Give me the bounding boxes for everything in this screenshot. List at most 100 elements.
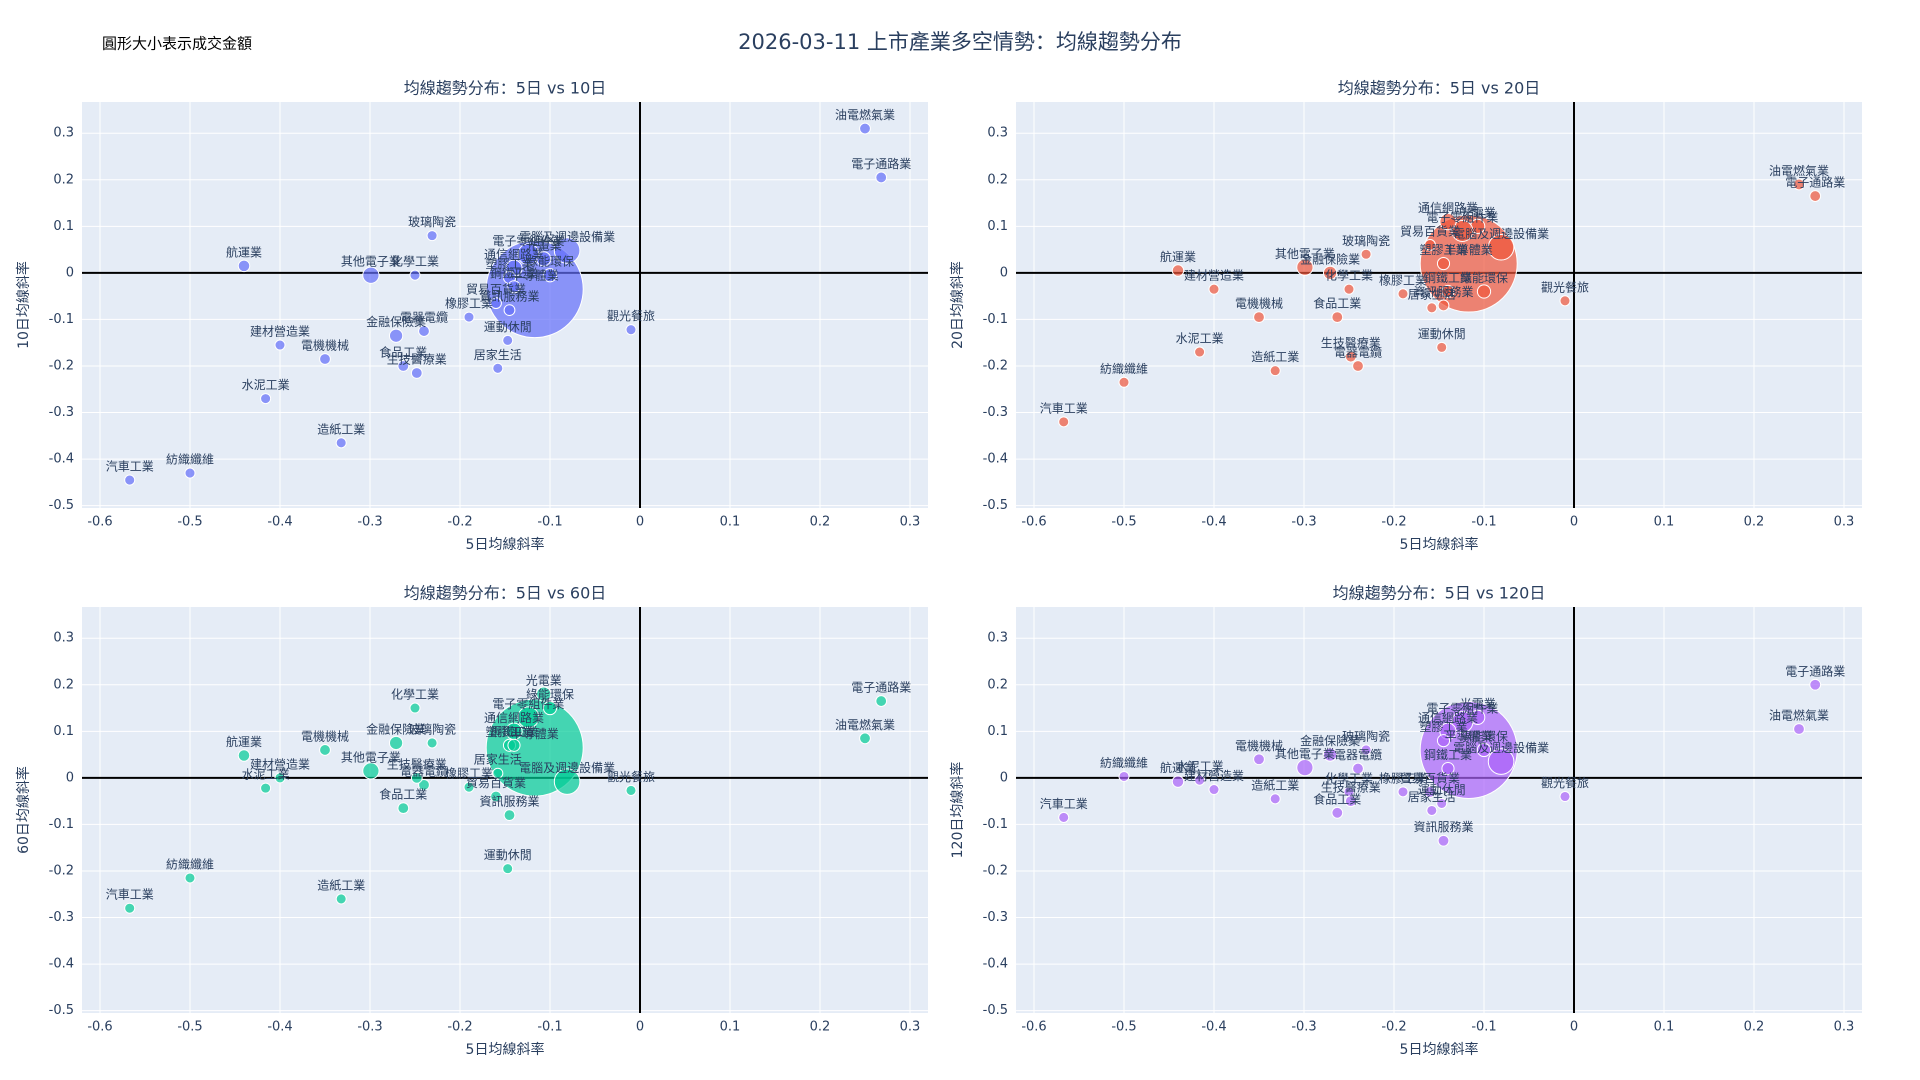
bubble: [260, 782, 272, 794]
bubble: [388, 328, 404, 343]
x-tick-label: -0.1: [537, 515, 562, 530]
point-label: 塑膠工業: [485, 256, 533, 271]
point-label: 塑膠工業: [1419, 242, 1467, 257]
plot-area: [1016, 607, 1862, 1013]
bubble: [490, 297, 502, 310]
y-tick-label: 0: [66, 265, 74, 280]
bubble: [426, 737, 438, 749]
point-label: 玻璃陶瓷: [408, 721, 456, 736]
x-tick-label: -0.3: [1291, 1020, 1316, 1035]
subplot-title: 均線趨勢分布：5日 vs 20日: [1338, 79, 1541, 98]
bubble: [542, 268, 558, 283]
size-note: 圓形大小表示成交金額: [102, 35, 252, 53]
point-label: 汽車工業: [1040, 400, 1088, 415]
y-axis-label: 120日均線斜率: [949, 762, 966, 859]
point-label: 電機機械: [1235, 738, 1283, 753]
bubble: [1441, 284, 1455, 299]
bubble: [397, 802, 410, 815]
point-label: 水泥工業: [242, 768, 290, 782]
bubble: [517, 706, 540, 729]
point-label: 居家生活: [1408, 286, 1456, 301]
point-label: 其他電子業: [341, 255, 401, 269]
bubble: [274, 339, 286, 351]
x-tick-label: 0.1: [1654, 1020, 1675, 1035]
point-label: 橡膠工業: [445, 767, 493, 781]
bubble: [463, 781, 475, 793]
bubble: [124, 474, 136, 486]
figure-title: 2026-03-11 上市產業多空情勢：均線趨勢分布: [738, 30, 1182, 54]
point-label: 金融保險業: [1300, 733, 1360, 748]
y-tick-label: 0.2: [53, 677, 74, 692]
x-tick-label: -0.1: [1471, 1020, 1496, 1035]
point-label: 電機機械: [1235, 296, 1283, 311]
y-axis-label: 20日均線斜率: [949, 261, 966, 349]
point-label: 橡膠工業: [1379, 771, 1427, 785]
point-label: 航運業: [226, 734, 262, 749]
bubble: [1331, 311, 1344, 324]
y-tick-label: -0.1: [49, 817, 74, 832]
bubble: [237, 749, 251, 762]
x-tick-label: 0.3: [900, 1020, 921, 1035]
point-label: 電機機械: [301, 728, 349, 743]
x-tick-label: -0.5: [1111, 515, 1136, 530]
point-label: 電子通路業: [1785, 175, 1845, 190]
bubble: [1437, 299, 1450, 312]
y-tick-label: -0.1: [983, 817, 1008, 832]
bubble: [1322, 747, 1338, 762]
x-tick-label: -0.6: [1021, 515, 1046, 530]
y-tick-label: -0.1: [49, 312, 74, 327]
point-label: 通信網路業: [1418, 710, 1478, 725]
bubble: [1208, 283, 1220, 295]
point-label: 半導體業: [1445, 729, 1493, 743]
y-tick-label: -0.4: [49, 957, 74, 972]
point-label: 建材營造業: [250, 757, 310, 771]
point-label: 紡織纖維: [166, 856, 214, 871]
point-label: 綠能環保: [1460, 729, 1508, 743]
bubble: [875, 171, 888, 184]
point-label: 觀光餐旅: [1541, 775, 1589, 790]
point-label: 電器電纜: [1334, 748, 1382, 762]
point-label: 其他電子業: [341, 750, 401, 764]
x-tick-label: 0.3: [1834, 1020, 1855, 1035]
bubble: [1360, 248, 1372, 260]
point-label: 運動休閒: [484, 320, 532, 334]
point-label: 建材營造業: [1184, 269, 1244, 283]
bubble: [237, 259, 251, 273]
y-tick-label: -0.2: [983, 358, 1008, 373]
bubble: [503, 304, 516, 317]
bubble: [463, 311, 475, 323]
y-tick-label: 0.2: [987, 172, 1008, 187]
bubble: [335, 893, 347, 905]
point-label: 金融保險業: [1300, 251, 1360, 266]
bubble: [1436, 797, 1448, 810]
bubble: [1253, 311, 1265, 324]
point-label: 塑膠工業: [485, 724, 533, 739]
bubble: [1437, 834, 1450, 847]
y-tick-label: -0.2: [983, 863, 1008, 878]
y-tick-label: -0.5: [49, 1003, 74, 1018]
subplot-title: 均線趨勢分布：5日 vs 60日: [404, 584, 607, 603]
point-label: 玻璃陶瓷: [408, 214, 456, 229]
point-label: 玻璃陶瓷: [1342, 233, 1390, 248]
point-label: 水泥工業: [1176, 760, 1224, 774]
bubble: [625, 324, 637, 336]
bubble: [1352, 360, 1364, 372]
x-tick-label: 0.2: [810, 1020, 831, 1035]
bubble: [1487, 233, 1515, 261]
point-label: 綠能環保: [526, 688, 574, 702]
bubble: [1793, 178, 1805, 191]
subplot-title: 均線趨勢分布：5日 vs 120日: [1333, 584, 1546, 603]
point-label: 橡膠工業: [1379, 273, 1427, 287]
bubble: [1424, 785, 1436, 798]
point-label: 觀光餐旅: [607, 308, 655, 323]
bubble: [1269, 793, 1281, 805]
x-tick-label: 0.3: [1834, 515, 1855, 530]
subplot: -0.6 -0.5 -0.4 -0.3 -0.2 -0.1 0 0.1 0.2 0.3 -0.5 -0…: [949, 79, 1862, 553]
point-label: 綠能環保: [526, 255, 574, 269]
bubble: [409, 702, 421, 714]
x-tick-label: -0.3: [1291, 515, 1316, 530]
y-tick-label: 0: [1000, 265, 1008, 280]
point-label: 運動休閒: [484, 848, 532, 862]
y-tick-label: 0.3: [53, 126, 74, 141]
